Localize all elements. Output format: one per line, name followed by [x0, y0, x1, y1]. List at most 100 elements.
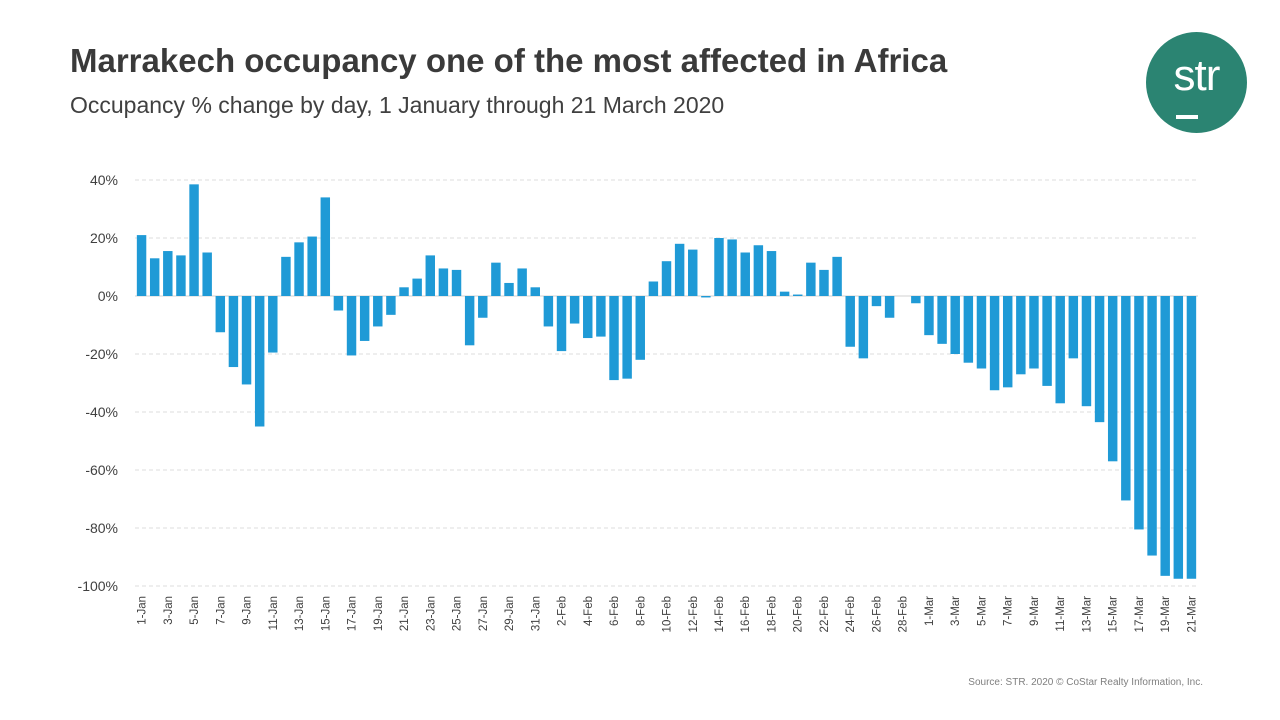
- bar-8-Feb: [635, 296, 645, 360]
- bar-12-Feb: [688, 249, 698, 296]
- y-tick-label: -60%: [85, 462, 118, 478]
- x-tick-label: 23-Jan: [425, 596, 437, 631]
- x-tick-label: 13-Jan: [294, 596, 306, 631]
- bar-19-Mar: [1160, 296, 1170, 576]
- bar-11-Feb: [674, 243, 685, 296]
- x-tick-label: 3-Mar: [950, 596, 962, 626]
- bar-9-Jan: [241, 296, 252, 385]
- x-tick-label: 25-Jan: [452, 596, 464, 631]
- bar-7-Jan: [215, 296, 226, 333]
- bar-22-Feb: [819, 269, 829, 296]
- bar-21-Jan: [399, 287, 409, 296]
- chart-subtitle: Occupancy % change by day, 1 January thr…: [70, 92, 725, 118]
- bar-5-Feb: [596, 296, 606, 337]
- y-tick-label: 0%: [98, 288, 118, 304]
- x-axis-ticks: 1-Jan 3-Jan 5-Jan 7-Jan 9-Jan 11-Jan 13-Jan 15-…: [137, 596, 1199, 633]
- bar-20-Feb: [793, 294, 803, 296]
- bar-9-Feb: [648, 281, 659, 296]
- bar-14-Jan: [307, 236, 317, 296]
- y-tick-label: -40%: [85, 404, 118, 420]
- x-tick-label: 29-Jan: [504, 596, 516, 631]
- y-tick-label: 20%: [90, 230, 118, 246]
- x-tick-label: 4-Feb: [583, 596, 595, 626]
- bar-6-Feb: [609, 296, 619, 381]
- x-tick-label: 5-Jan: [189, 596, 201, 625]
- x-tick-label: 19-Jan: [373, 596, 385, 631]
- logo-underline: [1176, 115, 1198, 119]
- bar-12-Jan: [281, 256, 291, 296]
- bar-6-Mar: [989, 296, 1000, 391]
- x-tick-label: 16-Feb: [740, 596, 752, 632]
- y-tick-label: 40%: [90, 172, 118, 188]
- source-note: Source: STR. 2020 © CoStar Realty Inform…: [968, 677, 1203, 688]
- bar-17-Feb: [753, 245, 764, 296]
- bar-16-Jan: [333, 296, 344, 311]
- bar-18-Feb: [766, 251, 777, 296]
- x-tick-label: 17-Jan: [347, 596, 359, 631]
- bar-1-Feb: [543, 296, 554, 327]
- bar-3-Feb: [569, 296, 580, 324]
- bar-27-Jan: [478, 296, 488, 318]
- bar-10-Jan: [254, 296, 265, 427]
- y-tick-label: -20%: [85, 346, 118, 362]
- bar-3-Mar: [950, 296, 960, 354]
- bar-31-Jan: [530, 287, 540, 296]
- bar-29-Feb: [911, 296, 921, 304]
- bar-18-Jan: [359, 296, 370, 341]
- x-tick-label: 9-Mar: [1029, 596, 1041, 626]
- x-tick-label: 27-Jan: [478, 596, 490, 631]
- bar-20-Jan: [386, 296, 396, 315]
- x-tick-label: 11-Jan: [268, 596, 280, 630]
- bar-2-Jan: [149, 258, 160, 296]
- bar-2-Feb: [556, 296, 567, 352]
- bar-24-Jan: [438, 268, 449, 296]
- str-logo: str: [1146, 32, 1247, 133]
- x-tick-label: 21-Mar: [1186, 596, 1198, 633]
- gridlines: [135, 179, 1198, 587]
- bar-7-Mar: [1002, 296, 1013, 388]
- x-tick-label: 28-Feb: [898, 596, 910, 632]
- bar-15-Feb: [727, 239, 737, 296]
- bar-13-Mar: [1081, 296, 1092, 407]
- bar-25-Jan: [451, 269, 462, 296]
- x-tick-label: 2-Feb: [557, 596, 569, 626]
- bar-25-Feb: [858, 296, 869, 359]
- chart-title: Marrakech occupancy one of the most affe…: [70, 42, 948, 79]
- x-tick-label: 24-Feb: [845, 596, 857, 632]
- bar-17-Mar: [1134, 296, 1144, 530]
- bar-3-Jan: [163, 251, 173, 296]
- bar-30-Jan: [517, 268, 527, 296]
- x-tick-label: 11-Mar: [1055, 596, 1067, 632]
- x-tick-label: 7-Jan: [215, 596, 227, 625]
- x-tick-label: 1-Jan: [137, 596, 149, 625]
- logo-text: str: [1173, 51, 1221, 100]
- bar-13-Jan: [294, 242, 304, 296]
- x-tick-label: 13-Mar: [1081, 596, 1093, 633]
- bar-5-Mar: [976, 296, 987, 369]
- y-axis-ticks: 40% 20% 0% -20% -40% -60% -80% -100%: [78, 172, 118, 594]
- bar-7-Feb: [622, 296, 632, 379]
- bar-4-Mar: [963, 296, 974, 363]
- x-tick-label: 9-Jan: [242, 596, 254, 625]
- bar-26-Jan: [464, 296, 475, 346]
- bar-14-Feb: [714, 238, 724, 296]
- y-tick-label: -100%: [78, 578, 118, 594]
- bar-2-Mar: [937, 296, 947, 344]
- x-tick-label: 17-Mar: [1134, 596, 1146, 633]
- bar-23-Feb: [832, 256, 842, 296]
- bar-8-Mar: [1016, 296, 1026, 375]
- x-tick-label: 14-Feb: [714, 596, 726, 632]
- bar-8-Jan: [228, 296, 239, 368]
- bar-5-Jan: [189, 184, 199, 296]
- bar-17-Jan: [346, 296, 357, 356]
- bar-1-Jan: [136, 235, 147, 296]
- bar-10-Feb: [661, 261, 672, 296]
- bar-1-Mar: [924, 296, 934, 336]
- bar-19-Feb: [779, 291, 790, 296]
- x-tick-label: 10-Feb: [662, 596, 674, 632]
- x-tick-label: 6-Feb: [609, 596, 621, 626]
- bar-9-Mar: [1029, 296, 1039, 369]
- bar-18-Mar: [1147, 296, 1157, 556]
- x-tick-label: 31-Jan: [530, 596, 542, 631]
